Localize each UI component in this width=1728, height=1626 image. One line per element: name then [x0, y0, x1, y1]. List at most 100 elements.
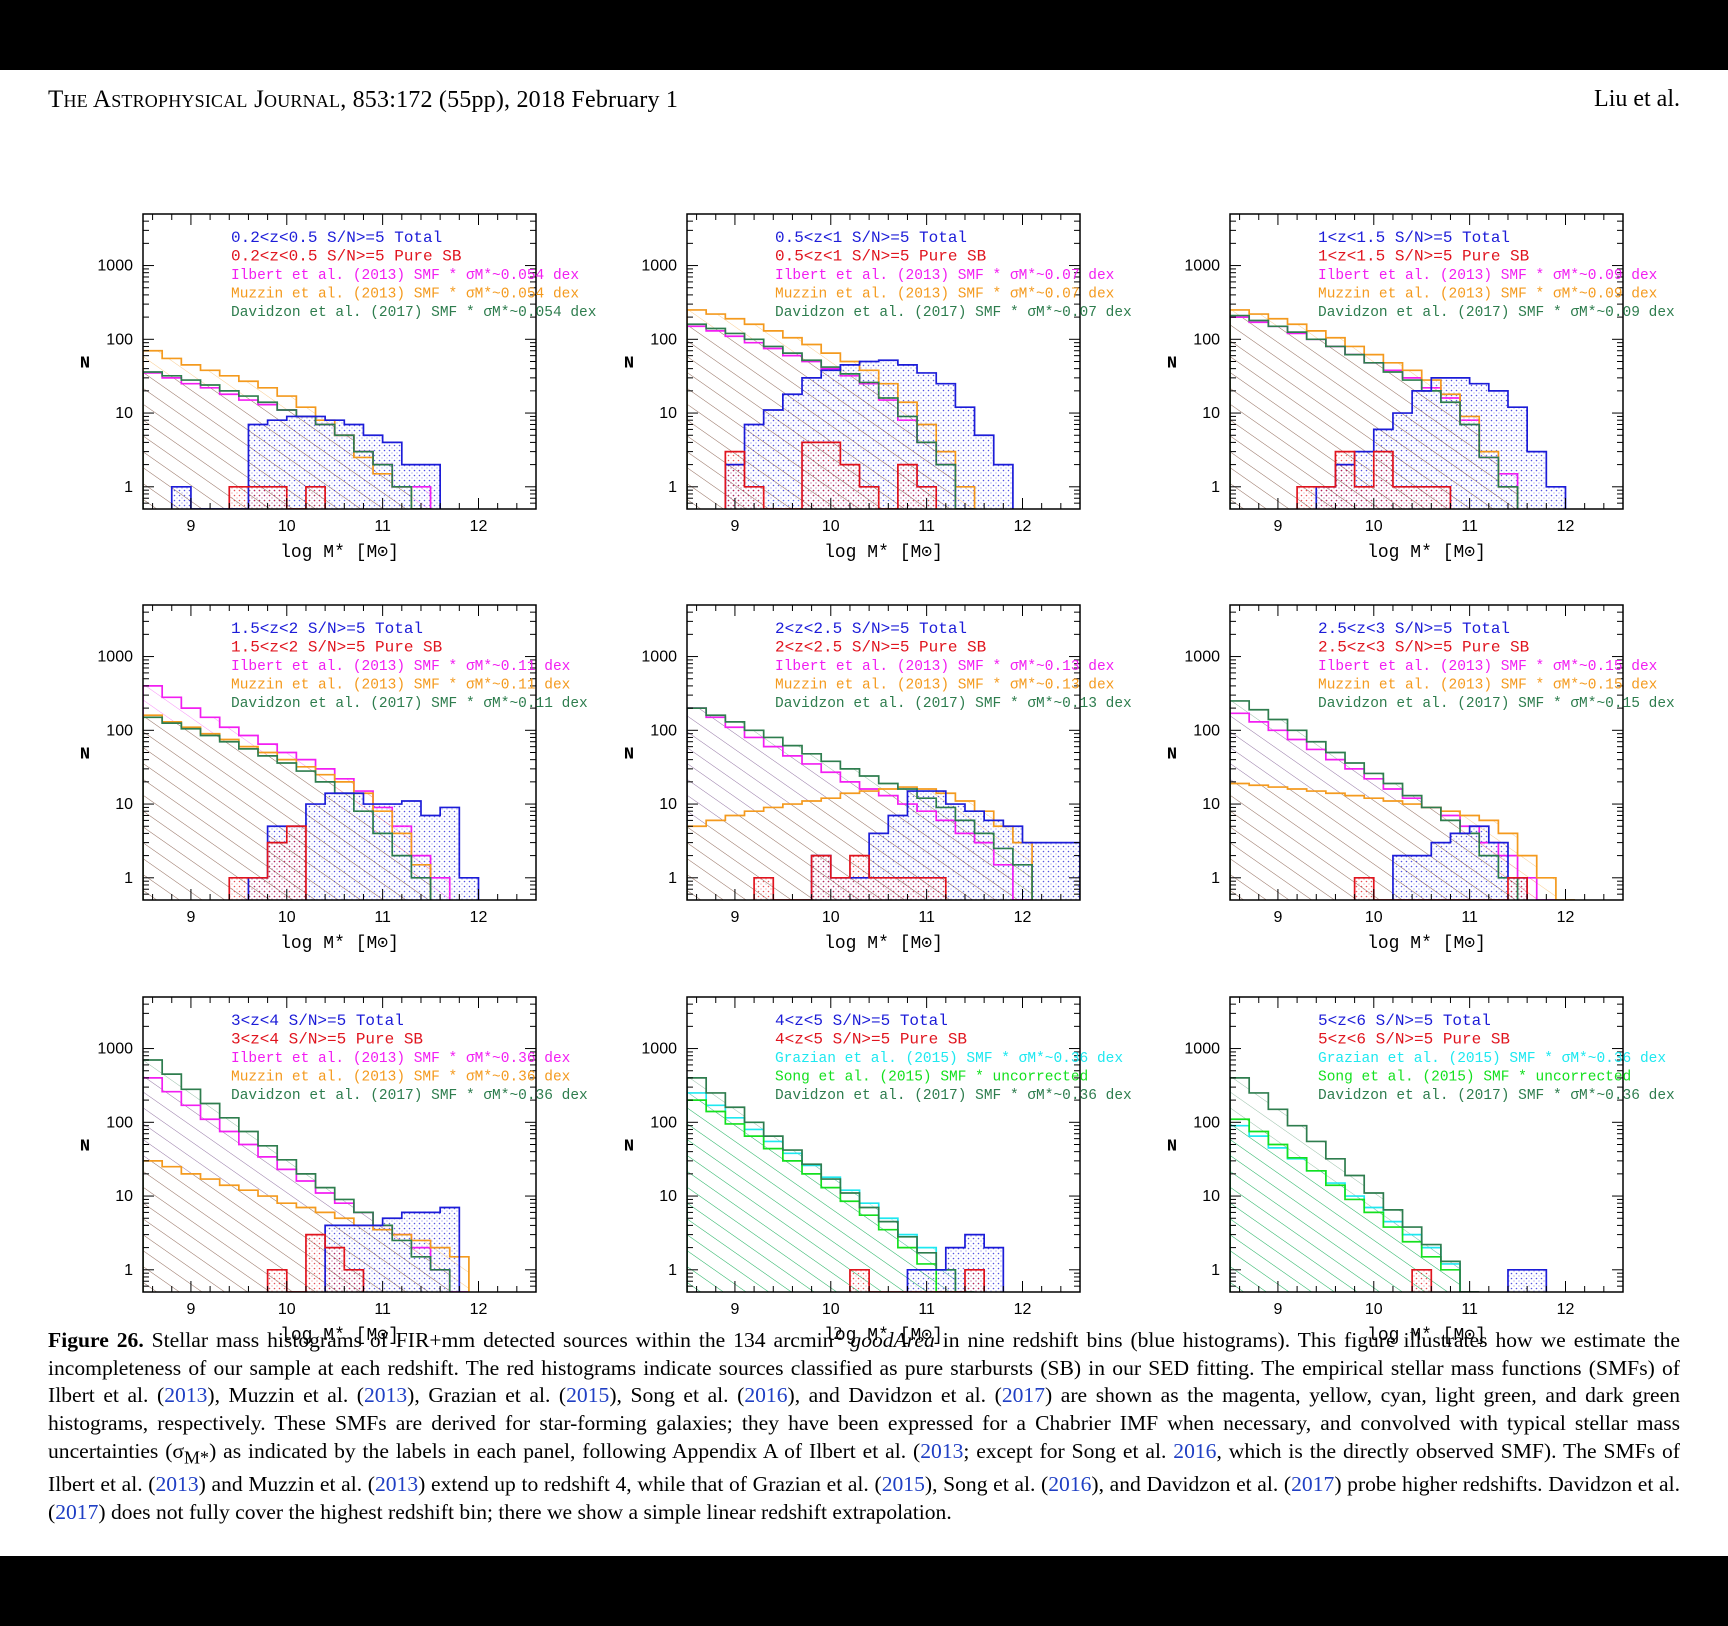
x-axis-label: log M* [M⊙] [824, 934, 943, 954]
plot-area [1230, 309, 1567, 509]
plot-area [143, 1059, 470, 1292]
y-tick-label: 100 [106, 722, 133, 739]
legend-entry: Davidzon et al. (2017) SMF * σM*~0.36 de… [1318, 1088, 1675, 1104]
x-tick-label: 10 [278, 1301, 296, 1318]
legend-entry: Muzzin et al. (2013) SMF * σM*~0.054 dex [231, 287, 579, 303]
citation-link[interactable]: 2013 [164, 1383, 208, 1408]
series-line-muzzin [1230, 309, 1519, 509]
y-tick-label: 100 [650, 1114, 677, 1131]
caption-text: , which is the directly observed SMF). T… [48, 1438, 1680, 1497]
legend-entry: Davidzon et al. (2017) SMF * σM*~0.36 de… [231, 1088, 588, 1104]
y-axis-label: N [80, 1138, 90, 1157]
legend-entry: Ilbert et al. (2013) SMF * σM*~0.09 dex [1318, 268, 1658, 284]
series-line-muzzin [143, 714, 432, 900]
histogram-panel: 9 10 11 12 1 10 100 1000 log M* [M⊙] N 2<z<2.5 S/N… [624, 604, 1132, 954]
histogram-panel: 9 10 11 12 1 10 100 1000 log M* [M⊙] N 0.2<z<0.5 S… [80, 213, 597, 563]
citation-link[interactable]: 2015 [881, 1472, 925, 1497]
series-line-davidzon [143, 1059, 451, 1292]
x-tick-label: 11 [918, 1301, 935, 1318]
caption-text: in nine redshift bins (blue histograms).… [48, 1328, 1680, 1408]
citation-link[interactable]: 2016 [1173, 1438, 1217, 1463]
series-line-total [1507, 1268, 1548, 1292]
y-axis-label: N [1167, 1138, 1177, 1157]
x-tick-label: 11 [1461, 1301, 1478, 1318]
x-tick-label: 11 [1461, 909, 1478, 926]
legend-entry: Grazian et al. (2015) SMF * σM*~0.36 dex [1318, 1051, 1666, 1067]
paper-page: The Astrophysical Journal, 853:172 (55pp… [0, 70, 1728, 1556]
total-fill [1507, 1269, 1547, 1292]
citation-link[interactable]: 2015 [566, 1383, 610, 1408]
legend-entry: 5<z<6 S/N>=5 Pure SB [1318, 1031, 1510, 1049]
x-tick-label: 11 [1461, 518, 1478, 535]
y-tick-label: 100 [650, 331, 677, 348]
caption-text: ), Muzzin et al. ( [207, 1383, 364, 1408]
legend-entry: 3<z<4 S/N>=5 Pure SB [231, 1031, 423, 1049]
y-tick-label: 100 [106, 1114, 133, 1131]
citation-link[interactable]: 2016 [744, 1383, 788, 1408]
pure-sb-fill [1297, 451, 1451, 509]
legend-entry: 1<z<1.5 S/N>=5 Pure SB [1318, 248, 1529, 266]
y-tick-label: 1000 [1184, 649, 1220, 666]
x-tick-label: 9 [730, 909, 739, 926]
volume-info: , 853:172 (55pp), 2018 February 1 [340, 87, 679, 113]
series-line-davidzon [687, 1077, 975, 1292]
series-line-muzzin [143, 1160, 470, 1292]
legend-entry: Ilbert et al. (2013) SMF * σM*~0.13 dex [775, 659, 1115, 675]
series-line-song [1230, 1118, 1461, 1292]
plot-area [143, 349, 441, 509]
y-axis-label: N [1167, 355, 1177, 374]
series-line-total [810, 790, 1080, 900]
x-axis-label: log M* [M⊙] [1367, 543, 1486, 563]
series-line-total [1392, 825, 1528, 900]
citation-link[interactable]: 2017 [1001, 1383, 1046, 1408]
legend-entry: 0.2<z<0.5 S/N>=5 Total [231, 229, 442, 247]
x-tick-label: 12 [470, 1301, 488, 1318]
series-line-muzzin [687, 309, 976, 509]
x-tick-label: 11 [374, 518, 391, 535]
series-line-davidzon [143, 716, 432, 900]
y-tick-label: 10 [115, 1188, 133, 1205]
legend-entry: Davidzon et al. (2017) SMF * σM*~0.15 de… [1318, 696, 1675, 712]
pure-sb-fill [229, 486, 326, 509]
y-tick-label: 10 [115, 796, 133, 813]
total-fill [171, 416, 441, 509]
series-line-ilbert [143, 685, 451, 900]
citation-link[interactable]: 2013 [920, 1438, 964, 1463]
citation-link[interactable]: 2016 [1048, 1472, 1092, 1497]
series-line-muzzin [687, 786, 1033, 900]
series-line-davidzon [687, 707, 1033, 900]
series-line-pure_sb [1296, 450, 1452, 509]
total-fill [725, 360, 1013, 509]
citation-link[interactable]: 2013 [374, 1472, 419, 1497]
histogram-grid: 9 10 11 12 1 10 100 1000 log M* [M⊙] N 0.2<z<0.5 S… [80, 213, 1675, 1346]
caption-text: ), Song et al. ( [609, 1383, 745, 1408]
x-tick-label: 9 [730, 518, 739, 535]
caption-text: ), Grazian et al. ( [407, 1383, 567, 1408]
citation-link[interactable]: 2013 [155, 1472, 199, 1497]
legend-entry: Ilbert et al. (2013) SMF * σM*~0.11 dex [231, 659, 571, 675]
y-tick-label: 10 [1202, 405, 1220, 422]
y-tick-label: 10 [1202, 1188, 1220, 1205]
plot-area [1230, 700, 1576, 900]
series-line-total [247, 792, 480, 900]
series-line-davidzon [687, 323, 975, 509]
citation-link[interactable]: 2013 [363, 1383, 408, 1408]
series-line-davidzon [143, 371, 431, 509]
series-line-davidzon [1230, 314, 1519, 509]
series-line-total [324, 1206, 461, 1292]
citation-link[interactable]: 2017 [55, 1500, 99, 1525]
x-tick-label: 10 [1365, 909, 1383, 926]
series-line-muzzin [143, 349, 431, 509]
citation-link[interactable]: 2017 [1291, 1472, 1335, 1497]
legend-entry: 4<z<5 S/N>=5 Total [775, 1012, 948, 1030]
x-tick-label: 9 [730, 1301, 739, 1318]
legend-entry: Davidzon et al. (2017) SMF * σM*~0.07 de… [775, 305, 1132, 321]
figure-caption: Figure 26. Stellar mass histograms of FI… [48, 1320, 1680, 1527]
y-tick-label: 1 [124, 479, 133, 496]
y-tick-label: 10 [1202, 796, 1220, 813]
y-tick-label: 1000 [641, 1041, 677, 1058]
series-line-pure_sb [228, 825, 307, 900]
x-tick-label: 10 [822, 518, 840, 535]
histogram-panel: 9 10 11 12 1 10 100 1000 log M* [M⊙] N 1<z<1.5 S/N… [1167, 213, 1675, 563]
y-tick-label: 1000 [97, 649, 133, 666]
